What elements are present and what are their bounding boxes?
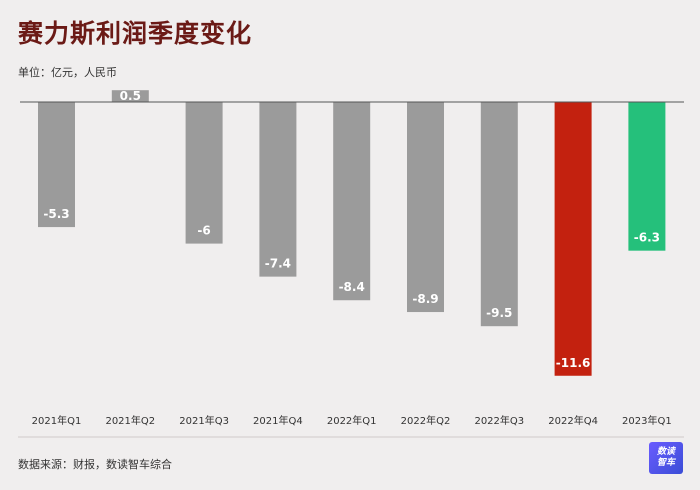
- x-tick-label-8: 2022年Q4: [548, 414, 598, 427]
- x-tick-label-7: 2022年Q3: [474, 414, 524, 427]
- bar-9: [628, 102, 666, 251]
- bar-4: [259, 102, 297, 277]
- x-tick-label-5: 2022年Q1: [327, 414, 377, 427]
- bar-1: [38, 102, 75, 228]
- bar-value-label-9: -6.3: [634, 231, 660, 245]
- logo-text-bottom: 智车: [656, 458, 675, 468]
- bar-value-label-4: -7.4: [265, 257, 291, 271]
- bar-value-label-3: -6: [197, 224, 210, 238]
- bar-7: [480, 102, 518, 327]
- x-tick-label-4: 2021年Q4: [253, 414, 303, 427]
- x-tick-label-9: 2023年Q1: [622, 414, 672, 427]
- bar-value-label-8: -11.6: [556, 356, 591, 370]
- bar-value-label-7: -9.5: [486, 306, 512, 320]
- bar-2: [111, 90, 149, 102]
- bar-value-label-2: 0.5: [120, 89, 141, 103]
- x-tick-label-2: 2021年Q2: [105, 414, 155, 427]
- brand-logo: 数读 智车: [649, 442, 683, 474]
- bar-value-label-5: -8.4: [339, 280, 365, 294]
- x-tick-label-3: 2021年Q3: [179, 414, 229, 427]
- chart-title: 赛力斯利润季度变化: [18, 19, 253, 48]
- bar-value-label-1: -5.3: [43, 207, 69, 221]
- x-tick-label-6: 2022年Q2: [401, 414, 451, 427]
- bar-value-label-6: -8.9: [412, 292, 438, 306]
- bar-3: [185, 102, 223, 244]
- x-tick-label-1: 2021年Q1: [32, 414, 82, 427]
- bar-6: [407, 102, 444, 313]
- source-note: 数据来源：财报，数读智车综合: [18, 458, 172, 471]
- unit-label: 单位：亿元，人民币: [18, 66, 117, 79]
- bar-5: [333, 102, 371, 301]
- logo-text-top: 数读: [656, 447, 675, 457]
- bar-8: [554, 102, 592, 376]
